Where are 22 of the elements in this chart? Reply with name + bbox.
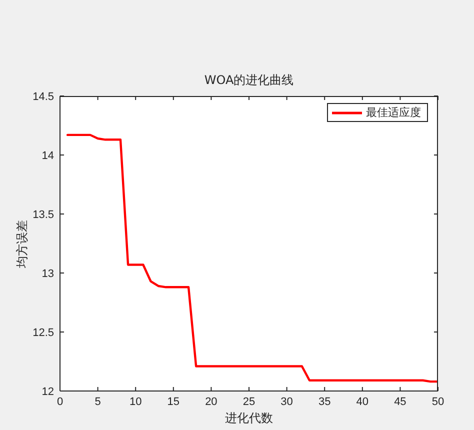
- x-tick-label: 15: [167, 396, 180, 408]
- x-tick-label: 45: [394, 396, 406, 408]
- y-tick-label: 13.5: [32, 208, 54, 221]
- x-tick-label: 40: [356, 396, 369, 408]
- y-tick-label: 14: [42, 150, 54, 162]
- y-tick-label: 13: [42, 268, 54, 280]
- y-tick-label: 14.5: [32, 90, 54, 103]
- x-tick-label: 10: [129, 396, 142, 408]
- x-tick-label: 0: [56, 396, 64, 408]
- x-tick-label: 20: [205, 396, 218, 408]
- y-tick-label: 12.5: [32, 326, 54, 339]
- chart-title: WOA的进化曲线: [203, 72, 295, 88]
- y-tick-label: 12: [42, 386, 54, 398]
- x-tick-label: 50: [432, 396, 444, 408]
- x-axis-title: 进化代数: [224, 410, 274, 426]
- x-tick-label: 35: [318, 396, 331, 408]
- x-tick-label: 30: [280, 396, 293, 408]
- x-tick-label: 5: [94, 396, 101, 408]
- line-series: [66, 134, 438, 383]
- x-tick-label: 25: [242, 396, 256, 408]
- legend-label: 最佳适应度: [366, 105, 421, 120]
- y-axis-title: 均方误差: [14, 218, 30, 270]
